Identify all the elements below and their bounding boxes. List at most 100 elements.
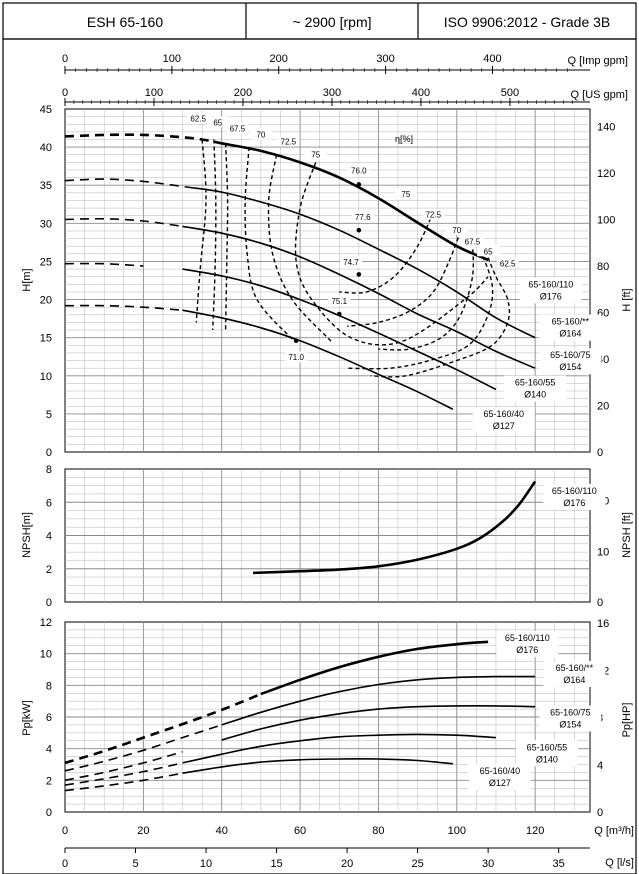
q-ls-axis-title: Q [l/s] bbox=[605, 857, 634, 869]
efficiency-label: 62.5 bbox=[190, 115, 206, 124]
npsh-ft-axis-title: NPSH [ft] bbox=[621, 512, 633, 558]
q-ls-tick-label: 0 bbox=[62, 858, 68, 870]
q-ls-tick-label: 15 bbox=[270, 858, 282, 870]
head-curve-0-solid bbox=[221, 142, 489, 262]
bep-marker bbox=[356, 227, 362, 233]
power-curve-2-dashed bbox=[64, 751, 183, 782]
q-m3h-tick-label: 40 bbox=[216, 825, 228, 837]
h-m-tick-label: 30 bbox=[40, 218, 52, 230]
efficiency-label-bg bbox=[277, 135, 300, 147]
curve-name-label: 65-160/55 bbox=[515, 378, 556, 388]
curve-label-bg bbox=[543, 661, 606, 688]
efficiency-iso-line-2 bbox=[224, 143, 229, 331]
efficiency-label-bg bbox=[226, 122, 249, 134]
curve-name-label: 65-160/110 bbox=[528, 279, 573, 289]
efficiency-label-bg bbox=[445, 223, 468, 235]
power-curve-3-dashed bbox=[64, 762, 183, 786]
efficiency-label-bg bbox=[422, 208, 445, 220]
pp-hp-tick-label: 4 bbox=[597, 760, 603, 772]
us-gpm-tick-label: 300 bbox=[323, 87, 341, 99]
curve-name-label: 65-160/75 bbox=[550, 350, 591, 360]
h-ft-tick-label: 20 bbox=[597, 401, 609, 413]
curve-diameter-label: Ø140 bbox=[536, 754, 558, 764]
pp-kw-tick-label: 2 bbox=[46, 775, 52, 787]
curve-name-label: 65-160/40 bbox=[480, 766, 521, 776]
pp-kw-tick-label: 4 bbox=[46, 744, 52, 756]
h-m-tick-label: 35 bbox=[40, 180, 52, 192]
head-curve-1-solid bbox=[190, 186, 536, 339]
efficiency-iso-line-9 bbox=[347, 230, 462, 327]
efficiency-label: 67.5 bbox=[230, 125, 246, 134]
efficiency-label: 72.5 bbox=[425, 211, 441, 220]
curve-diameter-label: Ø127 bbox=[489, 778, 511, 788]
head-curve-2-solid bbox=[182, 225, 536, 369]
efficiency-label: 75 bbox=[401, 190, 410, 199]
power-curve-2-solid bbox=[221, 705, 536, 741]
efficiency-label: 72.5 bbox=[281, 138, 297, 147]
curve-label-bg bbox=[504, 375, 567, 402]
head-curve-2-dashed bbox=[64, 217, 183, 228]
imp-gpm-tick-label: 300 bbox=[376, 53, 394, 65]
curve-label-bg bbox=[519, 277, 582, 304]
npsh-m-tick-label: 2 bbox=[46, 564, 52, 576]
curve-label-bg bbox=[539, 348, 602, 375]
npsh-ft-tick-label: 0 bbox=[597, 597, 603, 609]
head-curve-4-dashed bbox=[64, 304, 183, 311]
npsh-m-tick-label: 8 bbox=[46, 464, 52, 476]
pp-hp-tick-label: 0 bbox=[597, 807, 603, 819]
header: ESH 65-160 ~ 2900 [rpm] ISO 9906:2012 - … bbox=[2, 2, 637, 40]
us-gpm-tick-label: 400 bbox=[412, 87, 430, 99]
efficiency-label-bg bbox=[285, 351, 308, 363]
efficiency-label: 74.7 bbox=[343, 258, 359, 267]
curve-diameter-label: Ø154 bbox=[559, 719, 581, 729]
h-m-axis-title: H[m] bbox=[21, 268, 33, 291]
curve-name-label: 65-160/** bbox=[552, 317, 590, 327]
npsh-m-tick-label: 6 bbox=[46, 497, 52, 509]
head-panel-frame bbox=[64, 108, 591, 453]
efficiency-iso-line-7 bbox=[347, 249, 494, 370]
head-curve-3-dashed bbox=[64, 262, 144, 267]
h-m-tick-label: 5 bbox=[46, 409, 52, 421]
curve-label-bg bbox=[468, 764, 531, 790]
curve-labels-layer: 62.5 6567.57072.57576.077.674.775.171.075… bbox=[187, 112, 606, 790]
power-curve-1-dashed bbox=[64, 724, 222, 772]
curve-diameter-label: Ø154 bbox=[559, 362, 581, 372]
bep-marker bbox=[356, 182, 362, 187]
h-m-tick-label: 20 bbox=[40, 295, 52, 307]
efficiency-label-bg bbox=[347, 164, 370, 176]
q-ls-tick-label: 5 bbox=[132, 858, 138, 870]
power-curve-4-solid bbox=[182, 758, 453, 774]
curve-name-label: 65-160/110 bbox=[552, 486, 597, 496]
pp-kw-tick-label: 10 bbox=[40, 649, 52, 661]
h-ft-tick-label: 120 bbox=[597, 168, 615, 180]
efficiency-label: 75.1 bbox=[331, 297, 347, 306]
curve-label-bg bbox=[496, 631, 559, 657]
npsh-m-tick-label: 0 bbox=[46, 597, 52, 609]
axis-labels-layer: 0510152025303540450246802468101202040608… bbox=[40, 104, 616, 870]
curve-label-bg bbox=[472, 406, 535, 433]
q-m3h-tick-label: 100 bbox=[448, 825, 466, 837]
curve-name-label: 65-160/** bbox=[556, 663, 594, 673]
efficiency-label-bg bbox=[477, 245, 500, 257]
imp-gpm-ticks: 0 100 200 300 400 bbox=[62, 53, 568, 74]
curve-diameter-label: Ø164 bbox=[563, 675, 585, 685]
imp-gpm-tick-label: 0 bbox=[62, 53, 68, 65]
imp-gpm-tick-label: 200 bbox=[270, 53, 288, 65]
h-ft-axis-title: H [ft] bbox=[621, 288, 633, 311]
pp-kw-tick-label: 12 bbox=[40, 617, 52, 629]
h-ft-tick-label: 0 bbox=[597, 447, 603, 459]
imp-gpm-axis-label: Q [Imp gpm] bbox=[567, 55, 628, 67]
efficiency-iso-line-3 bbox=[244, 147, 293, 340]
curve-diameter-label: Ø176 bbox=[563, 498, 585, 508]
efficiency-label: 76.0 bbox=[351, 167, 367, 176]
efficiency-label: 70 bbox=[256, 131, 265, 140]
efficiency-contours bbox=[195, 139, 511, 378]
h-m-tick-label: 10 bbox=[40, 371, 52, 383]
us-gpm-ticks: 0 100 200 300 400 500 bbox=[62, 87, 573, 106]
efficiency-label: 70 bbox=[452, 226, 461, 235]
pp-kw-tick-label: 8 bbox=[46, 680, 52, 692]
h-m-tick-label: 40 bbox=[40, 142, 52, 154]
efficiency-label: 67.5 bbox=[465, 237, 481, 246]
h-m-tick-label: 25 bbox=[40, 256, 52, 268]
